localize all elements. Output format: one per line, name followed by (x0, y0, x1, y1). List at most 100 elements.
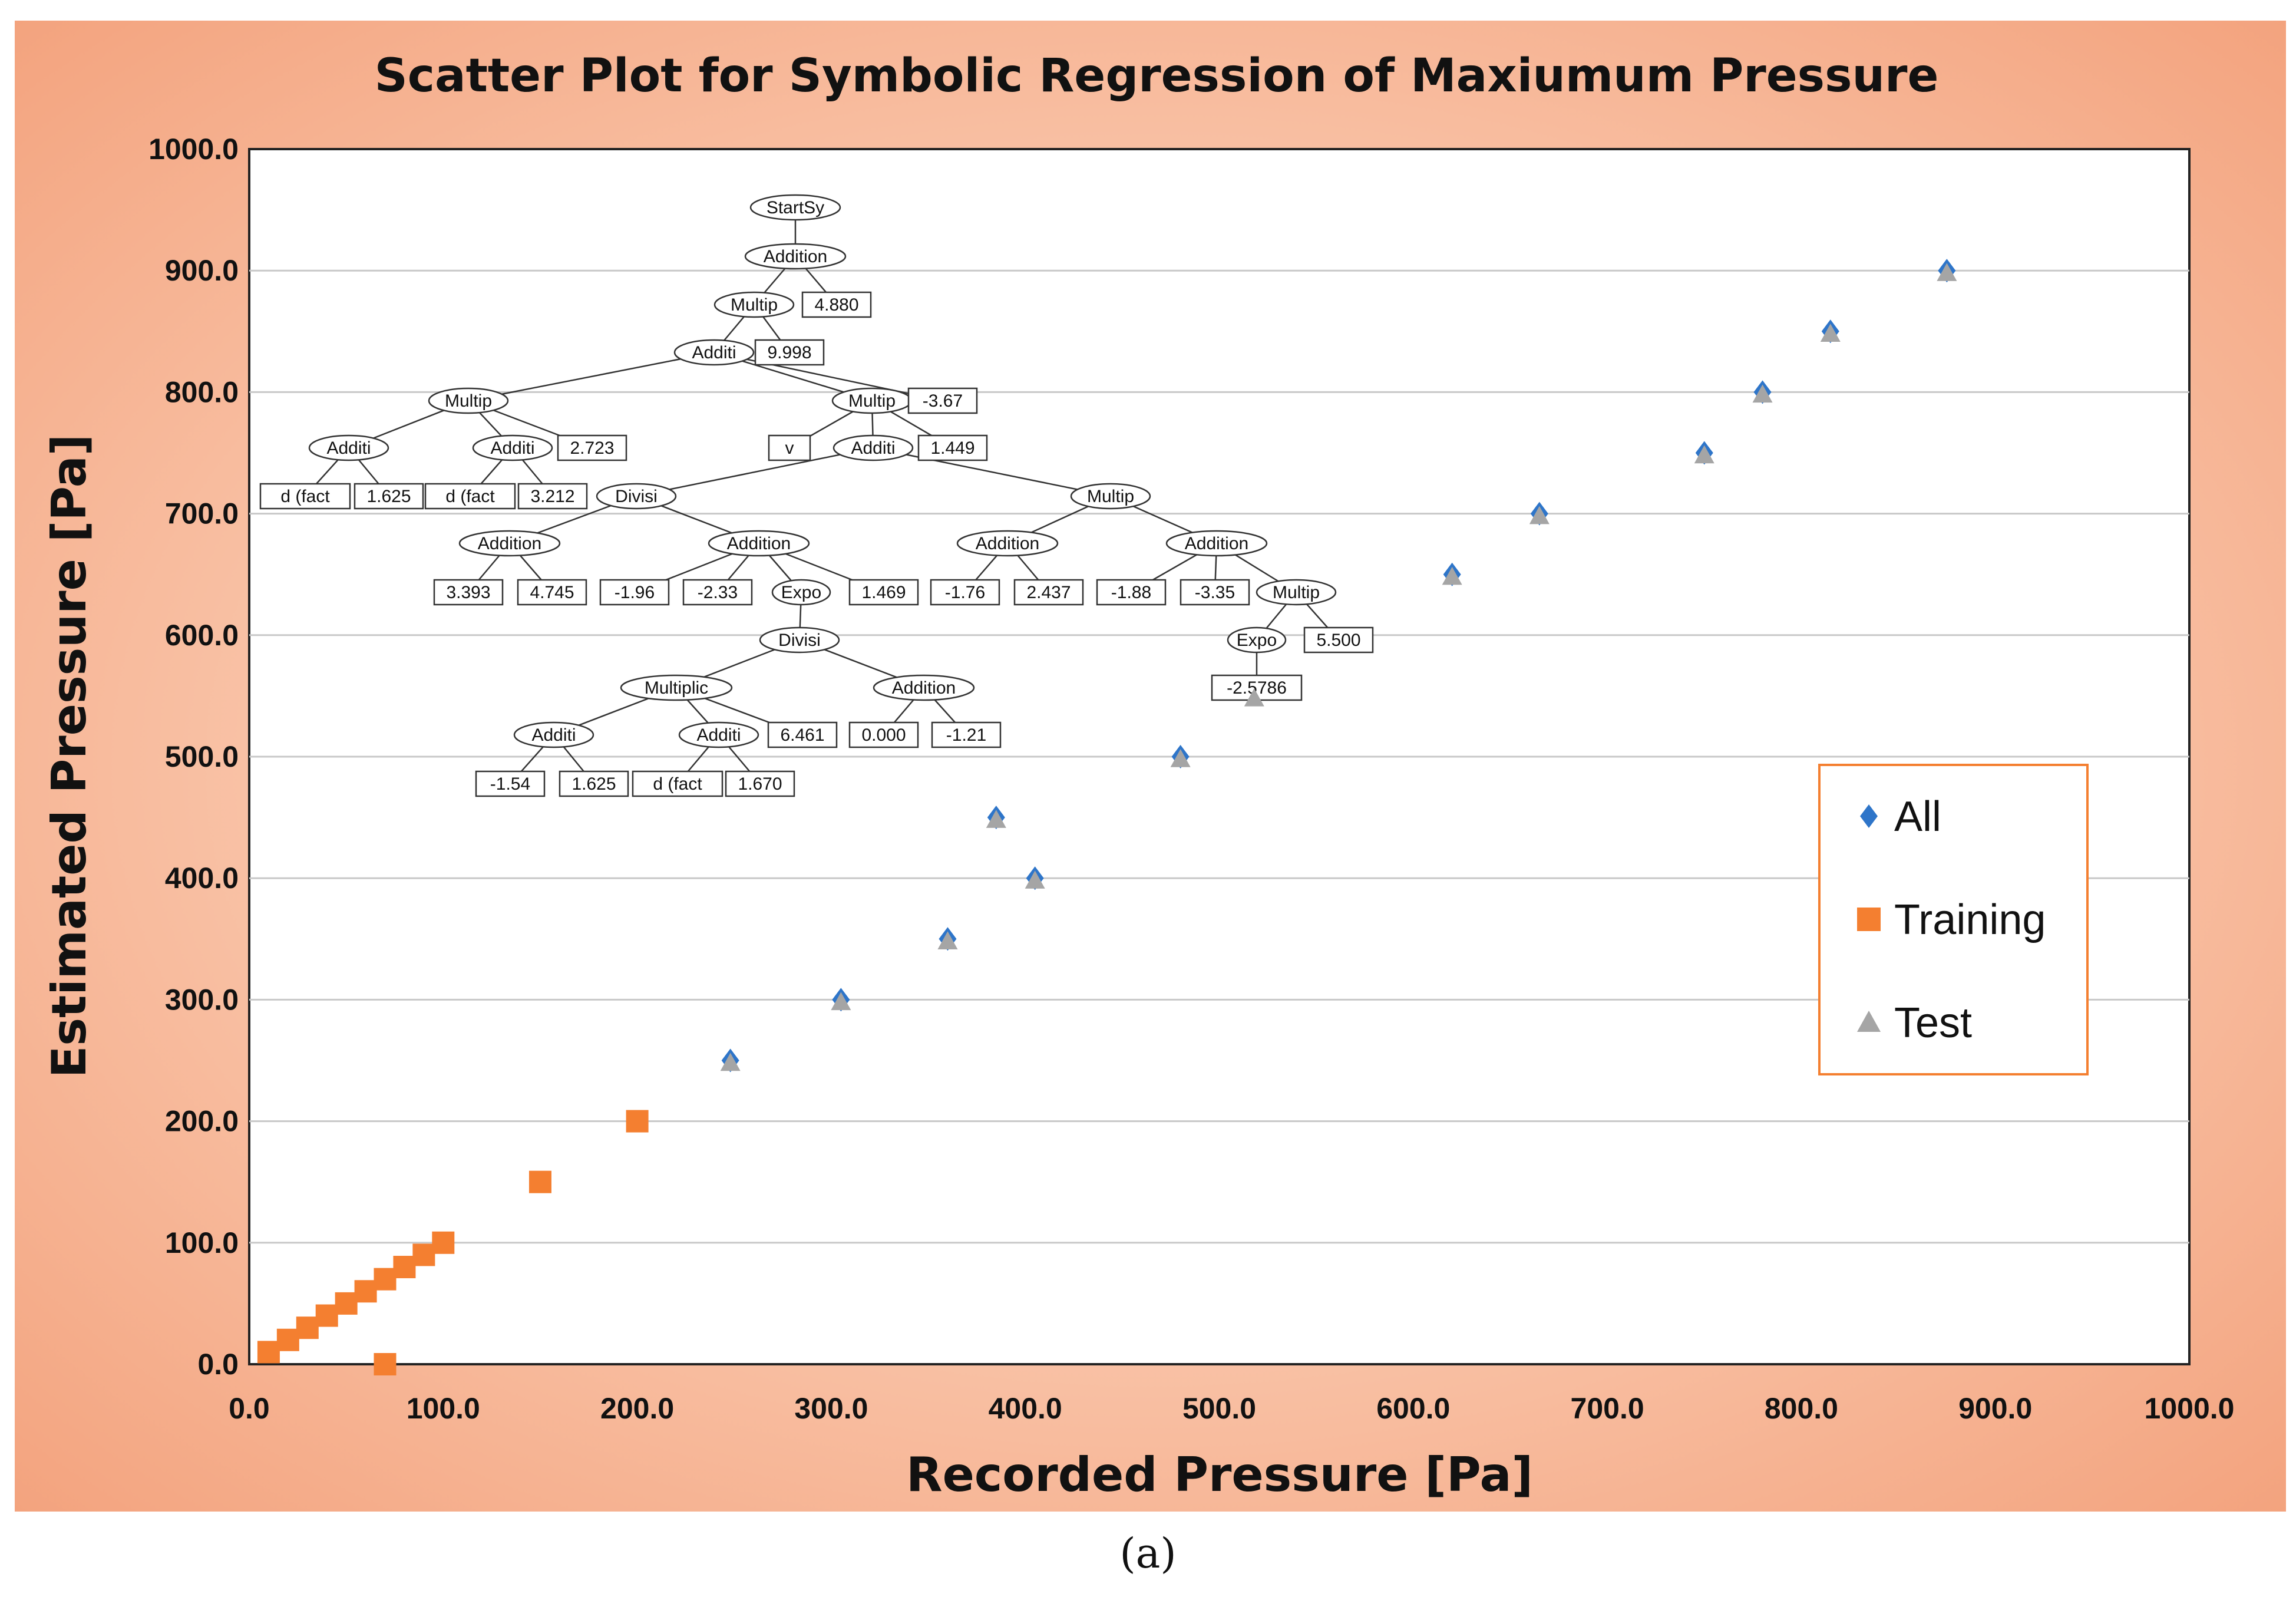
tree-node-terminal (517, 579, 587, 606)
tree-node-label: d (fact (280, 487, 330, 506)
tree-node-operator (1070, 483, 1151, 510)
y-tick-label: 500.0 (165, 740, 239, 773)
tree-node-operator (873, 674, 975, 701)
training-point (315, 1304, 338, 1327)
y-tick-label: 0.0 (197, 1348, 239, 1381)
tree-node-label: Addition (1185, 534, 1248, 553)
legend-marker-training (1857, 908, 1881, 931)
tree-node-label: 3.393 (446, 583, 490, 602)
tree-node-label: -1.21 (946, 725, 986, 745)
tree-node-terminal (424, 483, 516, 510)
tree-node-label: Addition (478, 534, 541, 553)
training-point (276, 1328, 299, 1351)
tree-node-label: -1.96 (615, 583, 655, 602)
tree-node-terminal (559, 770, 629, 797)
tree-node-terminal (917, 434, 988, 461)
x-tick-label: 1000.0 (2145, 1392, 2235, 1425)
legend-items: All Training Test (1857, 793, 2046, 1047)
tree-node-label: Multip (731, 295, 778, 315)
tree-node-label: v (785, 438, 794, 458)
tree-node-label: Addition (727, 534, 791, 553)
tree-node-terminal (930, 579, 1000, 606)
x-tick-label: 300.0 (794, 1392, 868, 1425)
training-point (335, 1292, 358, 1315)
expression-tree-diagram: StartSy Addition Multip 4.880 Additi 9.998 Mul… (259, 194, 1374, 797)
test-point (720, 1052, 741, 1071)
tree-edge (468, 351, 715, 402)
tree-node-label: Additi (696, 725, 741, 745)
x-tick-label: 900.0 (1958, 1392, 2032, 1425)
tree-node-terminal (682, 579, 753, 606)
tree-node-label: StartSy (767, 198, 824, 217)
test-point (831, 992, 851, 1011)
tree-edge (873, 447, 1111, 497)
legend-marker-test (1857, 1011, 1881, 1032)
tree-node-label: 5.500 (1316, 631, 1360, 650)
training-point (354, 1280, 377, 1303)
tree-node-label: Multiplic (645, 678, 708, 698)
tree-node-terminal (599, 579, 670, 606)
tree-node-terminal (354, 483, 424, 510)
y-tick-label: 1000.0 (148, 133, 239, 166)
tree-node-label: Additi (851, 438, 895, 458)
tree-node-label: Multip (1273, 583, 1320, 602)
tree-node-label: Additi (531, 725, 576, 745)
tree-node-operator (428, 387, 509, 414)
tree-node-operator (759, 626, 840, 654)
tree-node-terminal (433, 579, 504, 606)
y-tick-label: 900.0 (165, 254, 239, 287)
tree-node-terminal (259, 483, 351, 510)
test-point (1025, 870, 1045, 889)
y-tick-label: 200.0 (165, 1105, 239, 1138)
tree-node-operator (472, 434, 553, 461)
tree-node-terminal (1096, 579, 1167, 606)
tree-node-label: 1.625 (366, 487, 411, 506)
tree-node-terminal (848, 721, 919, 748)
x-tick-label: 700.0 (1571, 1392, 1644, 1425)
y-tick-labels: 0.0 100.0 200.0 300.0 400.0 500.0 600.0 700.0 80… (148, 133, 239, 1381)
tree-node-operator (956, 530, 1059, 557)
tree-node-operator (308, 434, 389, 461)
tree-node-label: d (fact (445, 487, 495, 506)
tree-node-label: Addition (764, 247, 827, 266)
x-tick-label: 500.0 (1182, 1392, 1256, 1425)
tree-node-operator (513, 721, 594, 748)
tree-node-terminal (1180, 579, 1250, 606)
tree-node-terminal (1303, 626, 1374, 654)
tree-node-terminal (1013, 579, 1084, 606)
tree-node-operator (458, 530, 561, 557)
tree-node-label: Additi (490, 438, 534, 458)
training-point (374, 1268, 397, 1291)
tree-node-operator (1227, 626, 1287, 654)
tree-node-label: Multip (445, 391, 492, 411)
tree-node-label: 1.449 (930, 438, 974, 458)
legend: All Training Test (1818, 764, 2089, 1075)
tree-node-label: 2.437 (1026, 583, 1071, 602)
tree-node-terminal (848, 579, 919, 606)
tree-node-operator (713, 291, 795, 318)
test-point (1694, 445, 1714, 464)
training-point (412, 1243, 435, 1266)
y-tick-label: 700.0 (165, 497, 239, 530)
tree-node-operator (832, 434, 914, 461)
tree-node-terminal (632, 770, 724, 797)
tree-node-label: Expo (781, 583, 821, 602)
tree-node-operator (749, 194, 841, 221)
tree-node-operator (744, 243, 847, 270)
tree-node-terminal (801, 291, 872, 318)
x-tick-labels: 0.0 100.0 200.0 300.0 400.0 500.0 600.0 700.0 80… (229, 1392, 2234, 1425)
x-tick-label: 400.0 (989, 1392, 1062, 1425)
data-points (257, 259, 1957, 1375)
x-tick-label: 100.0 (407, 1392, 480, 1425)
tree-node-operator (678, 721, 759, 748)
legend-label-training: Training (1894, 896, 2046, 943)
tree-node-label: d (fact (653, 774, 702, 794)
figure-caption: (a) (1119, 1529, 1177, 1578)
y-tick-label: 300.0 (165, 983, 239, 1016)
tree-node-operator (620, 674, 733, 701)
tree-node-label: Expo (1237, 631, 1277, 650)
tree-node-label: -3.67 (923, 391, 963, 411)
tree-node-label: Addition (892, 678, 956, 698)
y-tick-label: 100.0 (165, 1226, 239, 1259)
